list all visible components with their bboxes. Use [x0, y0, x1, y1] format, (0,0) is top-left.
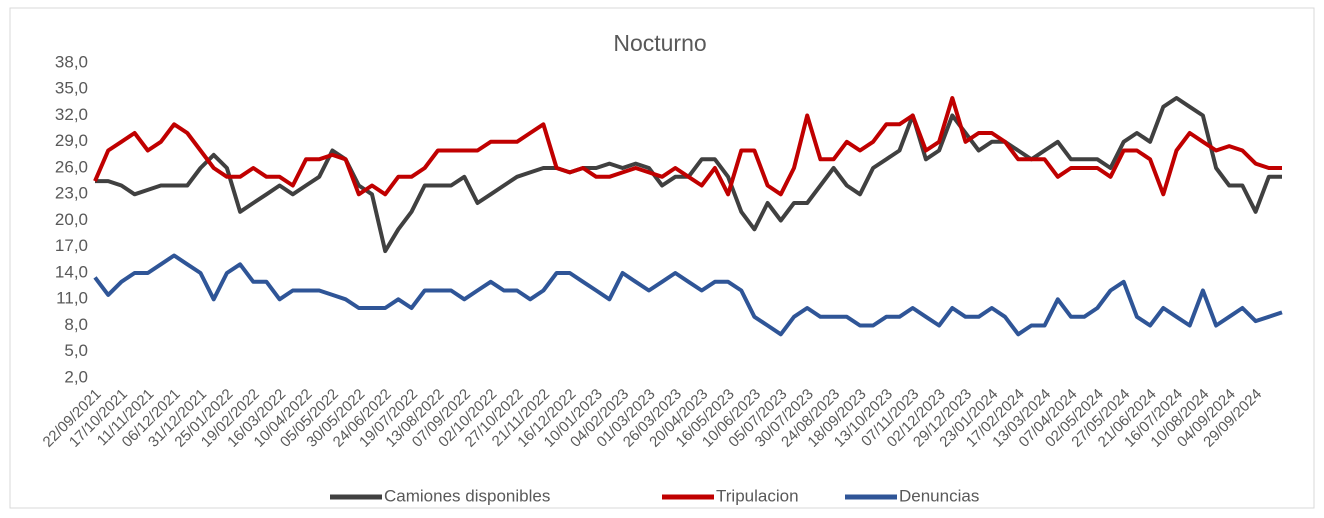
- legend-label: Denuncias: [899, 486, 979, 505]
- y-tick-label: 26,0: [55, 157, 88, 176]
- y-tick-label: 38,0: [55, 52, 88, 71]
- y-tick-label: 11,0: [56, 289, 88, 308]
- y-tick-label: 32,0: [55, 105, 88, 124]
- y-tick-label: 29,0: [55, 131, 88, 150]
- y-tick-label: 14,0: [55, 262, 88, 281]
- y-tick-label: 8,0: [64, 315, 88, 334]
- legend-label: Tripulacion: [716, 486, 799, 505]
- y-tick-label: 5,0: [64, 341, 88, 360]
- y-tick-label: 2,0: [64, 367, 88, 386]
- series-line: [93, 253, 1283, 337]
- y-tick-label: 17,0: [55, 236, 88, 255]
- y-tick-label: 23,0: [55, 184, 88, 203]
- chart-frame: [9, 7, 1315, 509]
- series-line: [93, 96, 1282, 197]
- y-tick-label: 35,0: [55, 79, 88, 98]
- legend-label: Camiones disponibles: [384, 486, 550, 505]
- chart-title: Nocturno: [613, 30, 706, 56]
- y-tick-label: 20,0: [55, 210, 88, 229]
